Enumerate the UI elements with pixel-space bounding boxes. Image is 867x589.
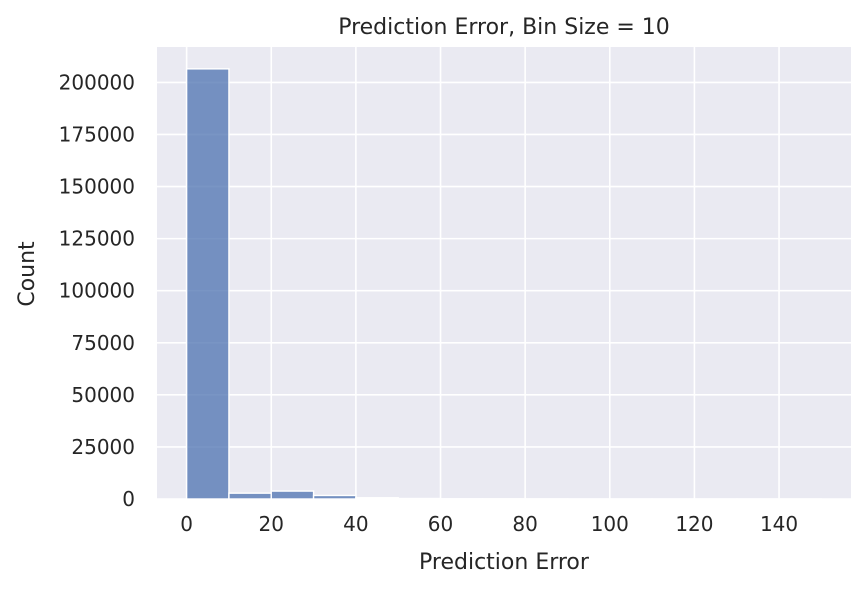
y-axis-ticks: 0 25000 50000 75000 100000 125000 150000 175000… bbox=[59, 70, 135, 511]
y-tick-label: 200000 bbox=[59, 70, 135, 94]
histogram-bars bbox=[185, 68, 823, 500]
x-tick-label: 80 bbox=[512, 512, 537, 536]
x-tick-label: 140 bbox=[760, 512, 798, 536]
histogram-bar bbox=[355, 497, 399, 500]
histogram-bar bbox=[270, 490, 315, 500]
chart-title: Prediction Error, Bin Size = 10 bbox=[338, 15, 670, 40]
y-tick-label: 175000 bbox=[59, 122, 135, 146]
x-tick-label: 120 bbox=[675, 512, 713, 536]
y-tick-label: 75000 bbox=[71, 331, 135, 355]
y-tick-label: 25000 bbox=[71, 435, 135, 459]
x-tick-label: 100 bbox=[591, 512, 629, 536]
y-tick-label: 50000 bbox=[71, 383, 135, 407]
plot-area bbox=[157, 47, 851, 499]
y-tick-label: 100000 bbox=[59, 279, 135, 303]
y-axis-label: Count bbox=[15, 241, 40, 307]
x-tick-label: 60 bbox=[428, 512, 453, 536]
x-tick-label: 20 bbox=[259, 512, 284, 536]
y-tick-label: 125000 bbox=[59, 227, 135, 251]
y-tick-label: 150000 bbox=[59, 175, 135, 199]
histogram-bar bbox=[185, 68, 230, 500]
histogram-bar bbox=[397, 497, 442, 500]
histogram-bar bbox=[228, 492, 272, 500]
x-axis-ticks: 0 20 40 60 80 100 120 140 bbox=[180, 512, 798, 536]
x-axis-label: Prediction Error bbox=[419, 550, 590, 575]
x-tick-label: 0 bbox=[180, 512, 193, 536]
x-tick-label: 40 bbox=[343, 512, 368, 536]
y-tick-label: 0 bbox=[122, 487, 135, 511]
grid-lines bbox=[157, 47, 851, 500]
histogram-bar bbox=[312, 494, 357, 500]
